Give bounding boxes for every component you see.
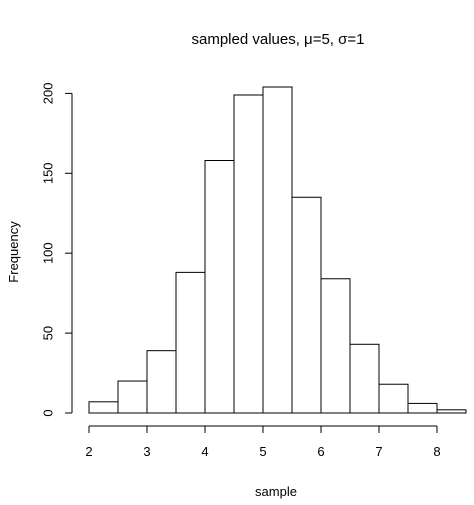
x-axis-label: sample <box>255 484 297 499</box>
y-axis: 0 50 100 150 200 <box>41 83 73 417</box>
y-tick-label: 0 <box>41 409 56 416</box>
x-tick-label: 6 <box>317 444 324 459</box>
y-tick-label: 200 <box>41 83 56 105</box>
histogram-bar <box>175 271 206 414</box>
histogram-bar <box>407 402 438 414</box>
x-tick-label: 4 <box>201 444 208 459</box>
chart-title: sampled values, μ=5, σ=1 <box>192 31 365 48</box>
histogram-bar <box>349 343 380 414</box>
histogram-bar <box>262 86 293 414</box>
histogram-bar <box>378 383 409 414</box>
y-axis-label: Frequency <box>6 221 21 283</box>
x-tick-label: 8 <box>433 444 440 459</box>
histogram-bar <box>146 350 177 414</box>
histogram-bar <box>436 409 467 414</box>
histogram-bar <box>204 160 235 414</box>
y-tick-label: 150 <box>41 162 56 184</box>
y-tick-label: 50 <box>41 326 56 340</box>
y-tick-label: 100 <box>41 242 56 264</box>
x-axis: 2 3 4 5 6 7 8 <box>85 425 441 459</box>
histogram-bar <box>233 94 264 414</box>
x-tick-label: 5 <box>259 444 266 459</box>
histogram-bar <box>117 380 148 414</box>
histogram-bar <box>88 401 119 414</box>
histogram-bar <box>291 196 322 414</box>
x-tick-label: 3 <box>143 444 150 459</box>
histogram-bar <box>320 278 351 414</box>
x-tick-label: 7 <box>375 444 382 459</box>
histogram-bars <box>88 86 467 414</box>
x-tick-label: 2 <box>85 444 92 459</box>
